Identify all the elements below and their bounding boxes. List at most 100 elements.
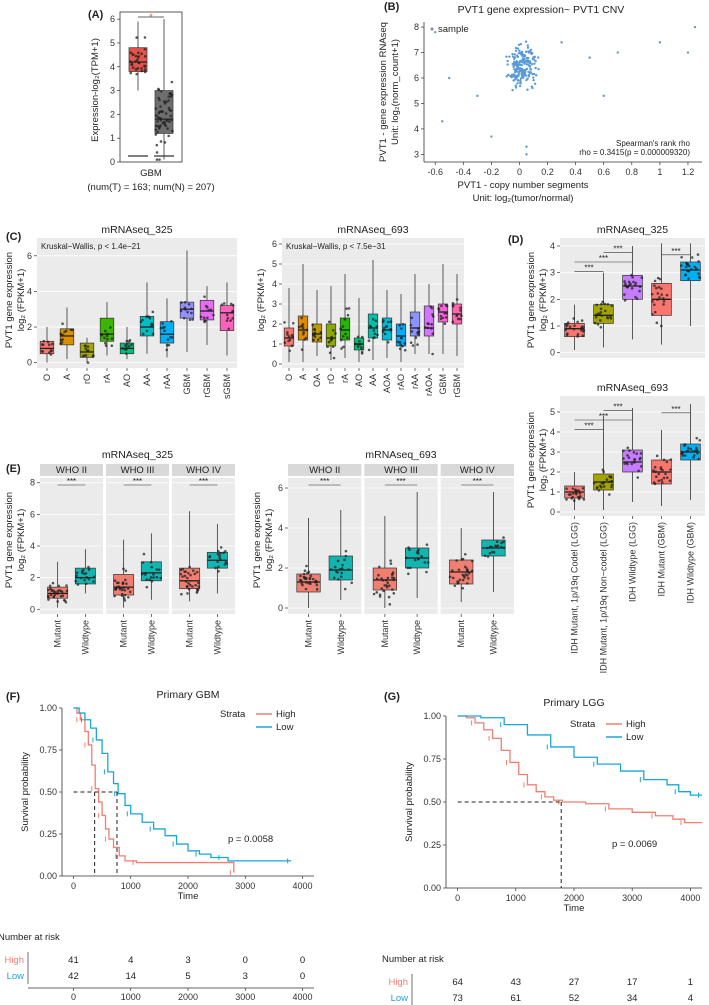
panel-a-ytick-label: 6 [110, 14, 115, 24]
panel-d-top-box-4-point [679, 264, 683, 267]
panel-c-right-ytick-label: 2 [272, 319, 277, 329]
panel-b-point [516, 82, 519, 85]
panel-e-right-ytick-label: 4 [278, 523, 283, 533]
panel-e-right-box-point [488, 551, 492, 555]
panel-c-right-ro-point [328, 351, 332, 355]
panel-b-xtick-label: 0.4 [569, 167, 582, 177]
panel-c-right-raa-point [409, 341, 413, 345]
panel-f-title: Primary GBM [157, 689, 220, 701]
panel-b-point [515, 75, 519, 79]
panel-c-right-a-point [302, 332, 305, 336]
panel-d-label: (D) [508, 234, 524, 246]
panel-b-point [560, 41, 563, 44]
panel-d-top-box-2-point [626, 285, 629, 289]
panel-e-right-box-point [502, 540, 505, 544]
panel-e-right-box-point [383, 584, 386, 587]
panel-a-tumor-point [131, 66, 135, 69]
panel-d-top-box-1-point [595, 303, 598, 307]
panel-d-bottom-box-1-point [607, 480, 611, 484]
panel-e-left-box-point [188, 583, 192, 587]
panel-g-xtick-label: 4000 [680, 893, 700, 903]
panel-d-bottom-box-1-point [610, 483, 614, 487]
panel-b-point [513, 53, 517, 56]
panel-c-right-ro-point [327, 340, 331, 344]
panel-e-left-box-point [121, 582, 125, 586]
panel-e-right-box-point [483, 554, 487, 558]
panel-e-left-box-point [123, 599, 127, 602]
panel-a-tumor-point [129, 71, 133, 75]
panel-d-bottom-box-4-point [697, 457, 700, 461]
panel-e-left-xtick-label: Mutant [185, 620, 195, 648]
panel-d-top-box-1-point [600, 302, 603, 306]
panel-a-normal-point [163, 102, 167, 105]
panel-d-top-box-2-point [638, 289, 641, 293]
panel-e-left-box-point [179, 572, 183, 576]
panel-c-left-gbm-point [191, 318, 195, 321]
panel-c-right-xtick-label: GBM [438, 374, 448, 395]
panel-g-xtick-label: 0 [455, 893, 460, 903]
panel-c-left-raa-point [159, 326, 163, 330]
panel-b-point [527, 70, 530, 73]
panel-e-right-box-point [458, 578, 462, 582]
panel-g-pvalue: p = 0.0069 [612, 839, 657, 850]
panel-e-right-box-point [337, 578, 340, 581]
panel-b-point [533, 62, 536, 65]
panel-e-right-box-point [457, 581, 460, 584]
panel-d-bottom-box-4-point [681, 454, 685, 457]
panel-b-point [519, 69, 522, 73]
panel-d-top-box-1-point [609, 315, 612, 318]
panel-e-right-box-point [420, 554, 423, 558]
panel-e-right-sig-label: *** [396, 477, 405, 486]
panel-b-point [516, 64, 519, 67]
panel-d-top-box-2-point [623, 293, 626, 296]
panel-e-right-box-point [490, 546, 494, 549]
panel-c-left-aa-point [141, 318, 144, 322]
panel-b-stat: rho = 0.3415(p = 0.000009320) [579, 148, 690, 157]
panel-c-right-o-point [291, 321, 295, 325]
panel-c-right-rao-point [396, 340, 400, 344]
panel-b-point [616, 51, 619, 54]
panel-c-ylabel: PVT1 gene expression [4, 252, 15, 348]
panel-d-top-box-3-point [658, 296, 661, 299]
panel-e-left-box-point [125, 582, 128, 586]
panel-b-point [517, 43, 521, 46]
panel-a-normal-point [158, 98, 161, 102]
panel-d-top-box-1-point [606, 302, 610, 306]
panel-d-bottom-box-4-point [685, 450, 689, 453]
panel-c-right-aa-point [372, 329, 376, 332]
panel-e-right-box-point [457, 568, 461, 572]
panel-g-risk-low-label: Low [391, 993, 409, 1004]
panel-a-normal-point [159, 140, 163, 143]
panel-d-top-box-0-point [568, 325, 572, 328]
panel-g-risk-high-value: 17 [627, 977, 638, 988]
panel-c-right-ytick-label: 3 [272, 299, 277, 309]
panel-e-left-box-point [194, 583, 197, 587]
panel-b-point [529, 68, 532, 71]
panel-d-bottom-box-0-point [574, 488, 577, 491]
panel-e-right-strip [364, 464, 438, 476]
panel-c-right-rao-point [398, 347, 402, 351]
panel-e-right-box-point [425, 570, 428, 574]
panel-e-right-box-point [309, 582, 312, 586]
panel-e-right-box-point [340, 571, 343, 575]
panel-c-left-aa-point [145, 329, 149, 333]
panel-d-bottom-box-3-point [660, 481, 664, 484]
panel-a-normal-point [156, 120, 159, 123]
panel-c-right-xtick-label: O [284, 374, 294, 381]
panel-c-left-sgbm-point [227, 327, 230, 331]
panel-e-left-box-point [56, 592, 59, 595]
panel-b-point [532, 76, 535, 79]
panel-e-right-box-point [336, 559, 340, 563]
panel-e-left-box-point [181, 567, 184, 571]
panel-g-risk-high-value: 1 [688, 977, 693, 988]
panel-d-top-box-1-point [610, 304, 614, 307]
panel-c-right-aa-point [373, 336, 376, 339]
panel-e-right-box-point [299, 574, 302, 578]
panel-b-point [511, 88, 514, 92]
panel-b-point [523, 70, 527, 74]
panel-c-left-ytick-label: 4 [27, 286, 32, 296]
panel-c-right-rao-point [400, 327, 403, 330]
panel-g-legend-high: High [626, 719, 646, 730]
panel-b-ytick-label: 7 [414, 48, 419, 58]
panel-e-left-box-point [149, 576, 153, 579]
